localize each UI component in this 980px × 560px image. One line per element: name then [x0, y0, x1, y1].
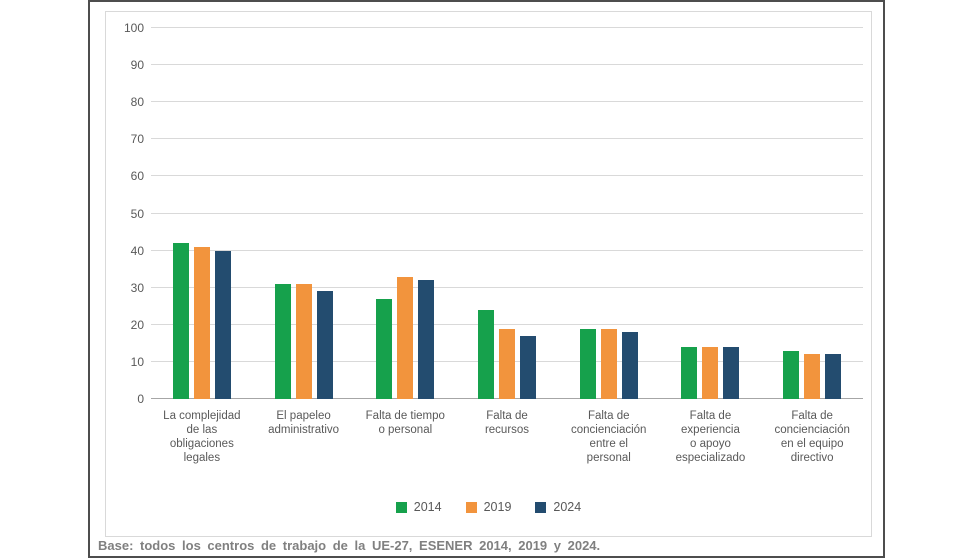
y-tick-label: 60	[130, 169, 144, 184]
x-axis-label: La complejidad de las obligaciones legal…	[163, 410, 241, 465]
plot-area	[151, 27, 863, 399]
bar-2024	[316, 291, 333, 399]
bar-2019	[397, 276, 414, 399]
gridline	[151, 249, 863, 251]
bar-groups	[151, 28, 863, 399]
y-tick-label: 40	[130, 243, 144, 258]
y-tick-label: 20	[130, 317, 144, 332]
gridline	[151, 27, 863, 28]
chart-panel: 0 10 20 30 40 50 60 70 80 90 100 La complejidad de…	[105, 11, 872, 537]
gridline	[151, 64, 863, 66]
bar-2019	[295, 284, 312, 399]
legend-item-2019: 2019	[465, 500, 512, 514]
legend-swatch-2024	[535, 501, 547, 513]
legend-label: 2014	[413, 500, 442, 514]
gridline	[151, 175, 863, 177]
bar-group	[456, 28, 558, 399]
bar-group	[761, 28, 863, 399]
y-tick-label: 80	[130, 95, 144, 110]
x-axis-labels: La complejidad de las obligaciones legal…	[151, 409, 863, 465]
bar-2019	[600, 328, 617, 399]
x-axis-label: El papeleo administrativo	[268, 410, 340, 437]
legend-label: 2019	[483, 500, 512, 514]
y-tick-label: 90	[130, 58, 144, 73]
bar-group	[660, 28, 762, 399]
legend-item-2014: 2014	[395, 500, 442, 514]
bar-2019	[804, 354, 821, 399]
gridline	[151, 286, 863, 288]
bar-2019	[499, 328, 516, 399]
y-axis: 0 10 20 30 40 50 60 70 80 90 100	[106, 22, 144, 405]
bar-2014	[681, 347, 698, 399]
bar-2024	[825, 354, 842, 399]
gridline	[151, 101, 863, 103]
bar-2014	[172, 243, 189, 399]
bar-group	[151, 28, 253, 399]
legend-label: 2024	[553, 500, 582, 514]
bar-2019	[193, 246, 210, 399]
legend: 2014 2019 2024	[106, 500, 871, 514]
y-tick-label: 70	[130, 132, 144, 147]
x-axis-label: Falta de tiempo o personal	[365, 410, 445, 437]
base-note: Base: todos los centros de trabajo de la…	[98, 538, 601, 553]
x-axis-label: Falta de concienciación entre el persona…	[571, 410, 647, 465]
bar-2019	[702, 347, 719, 399]
bar-2024	[214, 250, 231, 399]
gridline	[151, 323, 863, 325]
gridline	[151, 138, 863, 140]
bar-group	[253, 28, 355, 399]
bar-2014	[579, 328, 596, 399]
x-axis-label: Falta de recursos	[484, 410, 530, 437]
gridline	[151, 212, 863, 214]
y-tick-label: 0	[137, 392, 144, 406]
bar-2014	[783, 350, 800, 399]
y-tick-label: 100	[123, 21, 144, 35]
bar-2014	[478, 309, 495, 399]
figure-frame: 0 10 20 30 40 50 60 70 80 90 100 La complejidad de…	[88, 0, 885, 558]
bar-group	[354, 28, 456, 399]
bar-2024	[418, 280, 435, 399]
bar-group	[558, 28, 660, 399]
y-tick-label: 10	[130, 354, 144, 369]
x-axis-label: Falta de concienciación en el equipo dir…	[774, 410, 850, 465]
legend-swatch-2019	[465, 501, 477, 513]
y-tick-label: 50	[130, 206, 144, 221]
legend-item-2024: 2024	[535, 500, 581, 514]
bar-2014	[376, 298, 393, 399]
bar-2014	[274, 284, 291, 399]
y-tick-label: 30	[130, 280, 144, 295]
x-axis-label: Falta de experiencia o apoyo especializa…	[675, 410, 746, 465]
bar-2024	[621, 332, 638, 399]
legend-swatch-2014	[395, 501, 407, 513]
bar-2024	[520, 335, 537, 399]
bar-2024	[723, 347, 740, 399]
